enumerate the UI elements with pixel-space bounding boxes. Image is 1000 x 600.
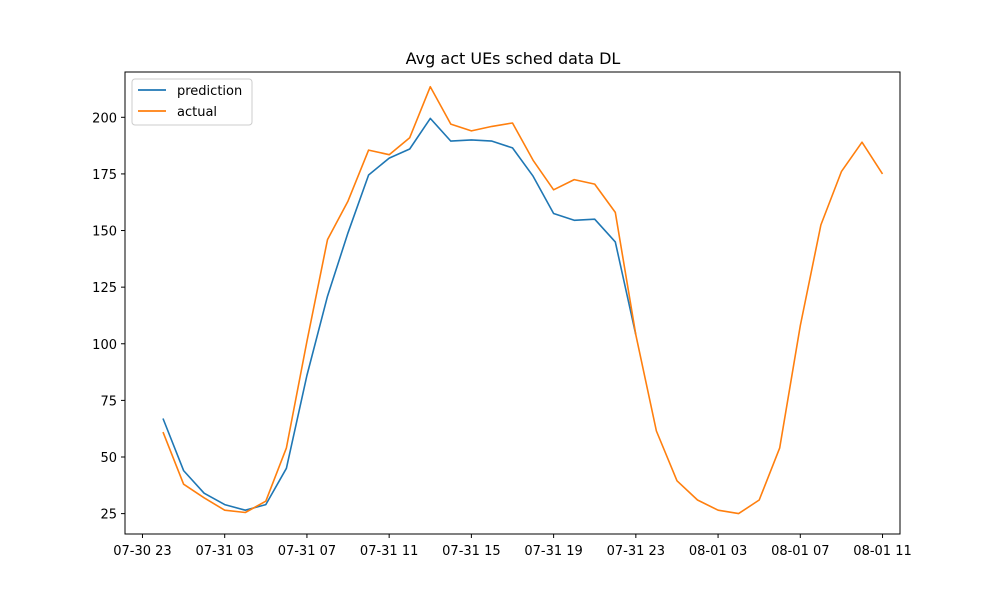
x-tick-label: 07-30 23 [113, 544, 171, 559]
chart-title: Avg act UEs sched data DL [406, 49, 621, 68]
x-axis: 07-30 23 07-31 03 07-31 07 07-31 11 07-31 15… [113, 534, 912, 559]
x-tick-label: 07-31 11 [360, 544, 418, 559]
y-axis: 25 50 75 100 125 150 175 200 [92, 111, 125, 523]
y-tick-label: 100 [92, 338, 117, 353]
legend-label-actual: actual [177, 105, 217, 120]
series-line-actual [162, 85, 884, 515]
x-tick-label: 07-31 19 [524, 544, 582, 559]
y-tick-label: 125 [92, 281, 117, 296]
x-tick-label: 08-01 07 [771, 544, 829, 559]
x-tick-label: 07-31 07 [278, 544, 336, 559]
series-line-prediction [162, 117, 637, 512]
x-tick-label: 07-31 23 [607, 544, 665, 559]
plot-frame [124, 71, 901, 535]
y-tick-label: 200 [92, 111, 117, 126]
x-tick-label: 07-31 03 [195, 544, 253, 559]
legend-label-prediction: prediction [177, 84, 242, 99]
y-tick-label: 25 [100, 508, 117, 523]
y-tick-label: 50 [100, 451, 117, 466]
series-layer [162, 85, 884, 515]
y-tick-label: 75 [100, 394, 117, 409]
x-tick-label: 07-31 15 [442, 544, 500, 559]
x-tick-label: 08-01 11 [853, 544, 911, 559]
y-tick-label: 175 [92, 168, 117, 183]
plot-area [124, 71, 901, 535]
y-tick-label: 150 [92, 225, 117, 240]
x-tick-label: 08-01 03 [689, 544, 747, 559]
legend: prediction actual [131, 78, 253, 126]
